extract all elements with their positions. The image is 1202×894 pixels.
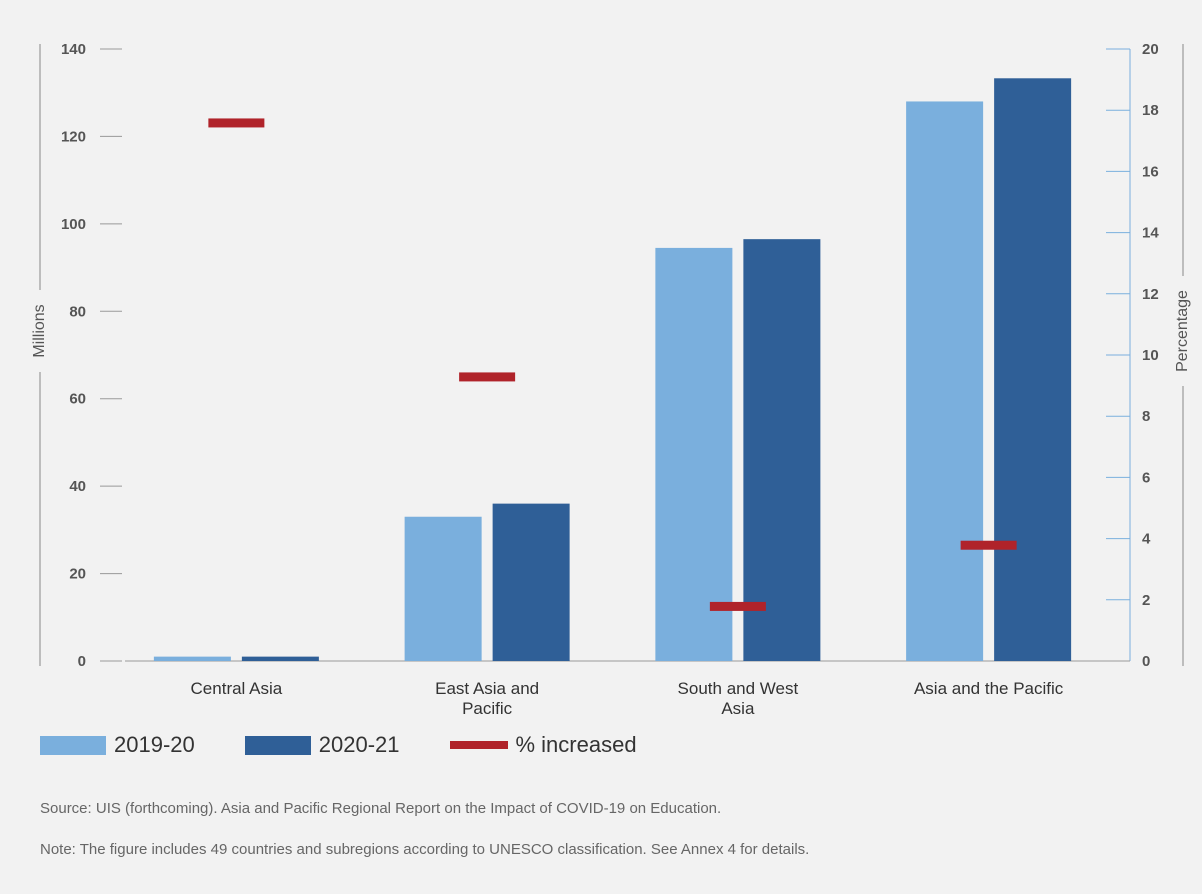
left-tick-label: 100 — [61, 216, 86, 233]
left-tick-label: 60 — [69, 391, 86, 408]
right-tick-label: 4 — [1142, 531, 1151, 548]
legend-label-2020-21: 2020-21 — [318, 732, 400, 757]
right-tick-label: 6 — [1142, 469, 1150, 486]
legend-item-2020-21: 2020-21 — [244, 732, 400, 758]
right-tick-label: 14 — [1142, 225, 1159, 242]
legend: 2019-20 2020-21 % increased — [40, 732, 687, 758]
x-tick-label: East Asia and — [435, 679, 539, 698]
left-tick-label: 120 — [61, 128, 86, 145]
bar-2019-20-1 — [404, 516, 482, 661]
legend-label-2019-20: 2019-20 — [114, 732, 195, 757]
bar-2020-21-0 — [241, 656, 319, 661]
x-tick-label: Asia and the Pacific — [914, 679, 1064, 698]
right-tick-label: 18 — [1142, 102, 1159, 119]
left-tick-label: 140 — [61, 41, 86, 58]
bar-2020-21-1 — [492, 503, 570, 661]
percent-marker-0 — [208, 118, 265, 128]
left-tick-label: 80 — [69, 303, 86, 320]
legend-swatch-2019-20 — [40, 735, 106, 755]
right-axis-label: Percentage — [1174, 290, 1191, 372]
left-axis-label: Millions — [31, 304, 48, 357]
bar-2019-20-0 — [153, 656, 231, 661]
left-tick-label: 20 — [69, 566, 86, 583]
x-tick-label: Central Asia — [191, 679, 283, 698]
x-tick-label: South and West — [678, 679, 799, 698]
legend-label-increase: % increased — [515, 732, 637, 757]
right-tick-label: 2 — [1142, 592, 1150, 609]
footnote: Note: The figure includes 49 countries a… — [40, 841, 810, 858]
legend-swatch-2020-21 — [244, 735, 311, 755]
percent-marker-1 — [459, 372, 516, 382]
x-tick-label: Asia — [721, 699, 755, 718]
right-tick-label: 20 — [1142, 41, 1159, 58]
bar-2020-21-2 — [743, 239, 821, 661]
bar-2020-21-3 — [994, 78, 1072, 661]
right-tick-label: 8 — [1142, 408, 1150, 425]
percent-marker-2 — [709, 601, 766, 611]
left-tick-label: 40 — [69, 478, 86, 495]
bar-2019-20-3 — [906, 101, 984, 661]
x-tick-label: Pacific — [462, 699, 513, 718]
source-note: Source: UIS (forthcoming). Asia and Paci… — [40, 800, 722, 817]
chart: Millions 0 20 40 60 80 100 120 140 Percentage 0 2 4 6… — [31, 41, 1191, 718]
legend-swatch-increase — [449, 741, 508, 749]
right-tick-label: 16 — [1142, 163, 1159, 180]
legend-item-increase: % increased — [449, 732, 637, 758]
right-tick-label: 10 — [1142, 347, 1159, 364]
left-tick-label: 0 — [78, 653, 86, 670]
legend-item-2019-20: 2019-20 — [40, 732, 195, 758]
right-tick-label: 12 — [1142, 286, 1159, 303]
bar-2019-20-2 — [655, 247, 733, 661]
percent-marker-3 — [960, 540, 1017, 550]
notes: Source: UIS (forthcoming). Asia and Paci… — [40, 800, 1170, 882]
right-tick-label: 0 — [1142, 653, 1150, 670]
